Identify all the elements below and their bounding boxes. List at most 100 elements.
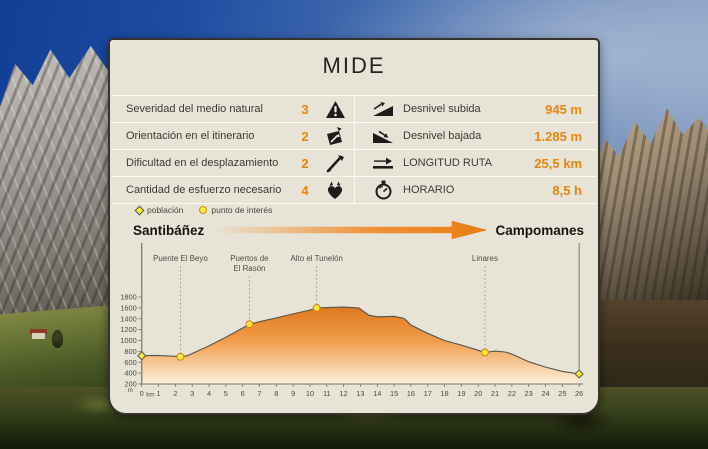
x-tick-label: 26: [575, 389, 583, 398]
poi-marker: [176, 352, 185, 361]
rating-label: Orientación en el itinerario: [126, 130, 255, 142]
table-row: Dificultad en el desplazamiento 2 LONGIT…: [112, 150, 596, 177]
elevation-area: [141, 307, 580, 384]
x-tick-label: 10: [306, 389, 314, 398]
stat-value: 8,5 h: [552, 182, 582, 198]
y-tick-label: 400: [124, 369, 136, 378]
x-tick-label: 20: [474, 389, 482, 398]
x-tick-label: 12: [339, 389, 347, 398]
stat-label: Desnivel subida: [403, 103, 481, 115]
table-row: Cantidad de esfuerzo necesario 4 HORARIO…: [112, 177, 596, 204]
x-tick-label: 17: [424, 389, 432, 398]
x-tick-label: 3: [190, 389, 194, 398]
poblacion-marker: [574, 369, 584, 379]
poblacion-marker: [137, 351, 147, 361]
poi-marker: [245, 320, 254, 329]
y-axis-unit: m: [128, 387, 133, 394]
poi-marker: [312, 303, 321, 312]
x-tick-label: 2: [173, 389, 177, 398]
rating-value: 4: [301, 182, 309, 198]
hut: [32, 333, 45, 339]
x-axis-unit: km: [146, 391, 154, 398]
legend-item-poblacion: población: [134, 205, 184, 215]
x-tick-label: 25: [558, 389, 566, 398]
x-tick-label: 7: [257, 389, 261, 398]
stat-value: 945 m: [545, 101, 582, 117]
effort-heart-icon: [316, 181, 354, 200]
map-orientation-icon: [316, 126, 354, 146]
card-title: MIDE: [322, 53, 386, 78]
x-tick-label: 11: [323, 389, 331, 398]
x-tick-label: 22: [508, 389, 516, 398]
chart-legend: población punto de interés: [134, 205, 272, 215]
stat-cell: Desnivel subida 945 m: [355, 96, 596, 122]
rating-cell: Orientación en el itinerario 2: [112, 123, 355, 149]
x-tick-label: 14: [373, 389, 381, 398]
rating-value: 2: [301, 128, 309, 144]
x-tick-label: 4: [207, 389, 211, 398]
hut-roof: [30, 329, 47, 334]
x-tick-label: 19: [457, 389, 465, 398]
stat-value: 1.285 m: [534, 128, 582, 144]
y-tick-label: 1000: [120, 336, 137, 345]
waypoint-label: Linares: [472, 254, 498, 263]
x-tick-label: 5: [224, 389, 228, 398]
x-tick-label: 23: [525, 389, 533, 398]
y-tick-label: 800: [124, 347, 136, 356]
y-tick-label: 1800: [120, 293, 137, 302]
poi-marker: [481, 348, 489, 357]
legend-label: punto de interés: [211, 205, 273, 215]
legend-label: población: [147, 205, 184, 215]
stat-label: HORARIO: [403, 184, 455, 196]
stat-cell: Desnivel bajada 1.285 m: [355, 123, 596, 149]
waypoint-label: Puente El Beyo: [153, 254, 208, 263]
stat-label: LONGITUD RUTA: [403, 157, 493, 169]
mide-card: MIDE Severidad del medio natural 3 Desni…: [108, 38, 600, 415]
stat-value: 25,5 km: [534, 155, 582, 171]
y-tick-label: 200: [124, 380, 136, 389]
stopwatch-icon: [363, 180, 403, 200]
waypoint-label: El Rasón: [233, 264, 265, 273]
stat-cell: LONGITUD RUTA 25,5 km: [355, 150, 596, 176]
waypoint-label: Alto el Tunelón: [291, 254, 343, 263]
poblacion-marker-icon: [134, 205, 145, 215]
rating-cell: Cantidad de esfuerzo necesario 4: [112, 177, 355, 203]
mountain-warning-icon: [316, 100, 354, 118]
x-tick-label: 9: [291, 389, 295, 398]
route-length-icon: [363, 157, 403, 170]
punto-interes-marker-icon: [199, 206, 208, 214]
x-tick-label: 18: [440, 389, 448, 398]
table-row: Severidad del medio natural 3 Desnivel s…: [112, 96, 596, 123]
x-tick-label: 16: [407, 389, 415, 398]
rating-label: Cantidad de esfuerzo necesario: [126, 184, 282, 196]
rating-cell: Dificultad en el desplazamiento 2: [112, 150, 355, 176]
rating-label: Severidad del medio natural: [126, 103, 263, 115]
mide-table: Severidad del medio natural 3 Desnivel s…: [112, 95, 596, 204]
route-header: Santibáñez Campomanes: [133, 219, 584, 241]
y-tick-label: 1400: [120, 314, 137, 323]
route-start-label: Santibáñez: [133, 222, 205, 238]
x-tick-label: 24: [541, 389, 549, 398]
route-end-label: Campomanes: [495, 222, 584, 238]
rating-label: Dificultad en el desplazamiento: [126, 157, 279, 169]
y-tick-label: 600: [124, 358, 136, 367]
x-tick-label: 15: [390, 389, 398, 398]
ascent-icon: [363, 101, 403, 117]
x-tick-label: 13: [356, 389, 364, 398]
stat-label: Desnivel bajada: [403, 130, 482, 142]
y-tick-label: 1200: [120, 325, 137, 334]
rating-value: 2: [301, 155, 309, 171]
elevation-line: [141, 306, 580, 375]
x-tick-label: 1: [156, 389, 160, 398]
scramble-icon: [316, 154, 354, 173]
x-tick-label: 21: [491, 389, 499, 398]
descent-icon: [363, 129, 403, 144]
waypoint-label: Puertos de: [230, 254, 269, 263]
rating-value: 3: [301, 101, 309, 117]
tree: [52, 330, 63, 348]
legend-item-punto-interes: punto de interés: [199, 205, 272, 215]
x-tick-label: 6: [241, 389, 245, 398]
rating-cell: Severidad del medio natural 3: [112, 96, 355, 122]
